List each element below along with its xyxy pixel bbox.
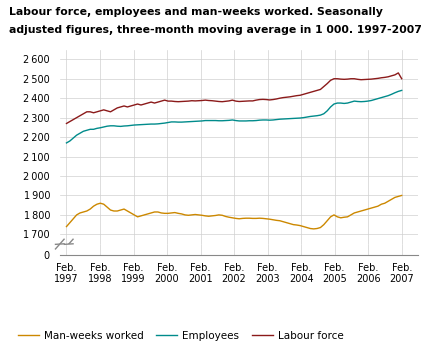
Labour force (395, 71, 400, 75)
Labour force (398, 76, 403, 81)
Labour force (141, 102, 147, 106)
Line: Man-weeks worked: Man-weeks worked (66, 195, 401, 229)
Man-weeks worked (263, 217, 268, 221)
Labour force (381, 75, 386, 80)
Man-weeks worked (64, 224, 69, 229)
Employees (64, 141, 69, 145)
Employees (381, 95, 386, 99)
Text: adjusted figures, three-month moving average in 1 000. 1997-2007: adjusted figures, three-month moving ave… (9, 25, 420, 35)
Labour force (128, 104, 133, 108)
Employees (371, 97, 376, 102)
Man-weeks worked (128, 211, 133, 215)
Labour force (371, 76, 376, 81)
Employees (236, 119, 241, 123)
Line: Employees: Employees (66, 90, 401, 143)
Man-weeks worked (398, 193, 403, 198)
Man-weeks worked (385, 199, 390, 204)
Man-weeks worked (311, 227, 316, 231)
Man-weeks worked (374, 204, 380, 208)
Man-weeks worked (141, 213, 147, 217)
Legend: Man-weeks worked, Employees, Labour force: Man-weeks worked, Employees, Labour forc… (14, 327, 347, 345)
Text: Labour force, employees and man-weeks worked. Seasonally: Labour force, employees and man-weeks wo… (9, 7, 382, 17)
Labour force (263, 97, 268, 102)
Labour force (64, 121, 69, 126)
Employees (398, 88, 403, 92)
Employees (263, 118, 268, 122)
Man-weeks worked (236, 217, 241, 221)
Line: Labour force: Labour force (66, 73, 401, 124)
Employees (128, 123, 133, 127)
Labour force (236, 99, 241, 104)
Employees (141, 122, 147, 127)
